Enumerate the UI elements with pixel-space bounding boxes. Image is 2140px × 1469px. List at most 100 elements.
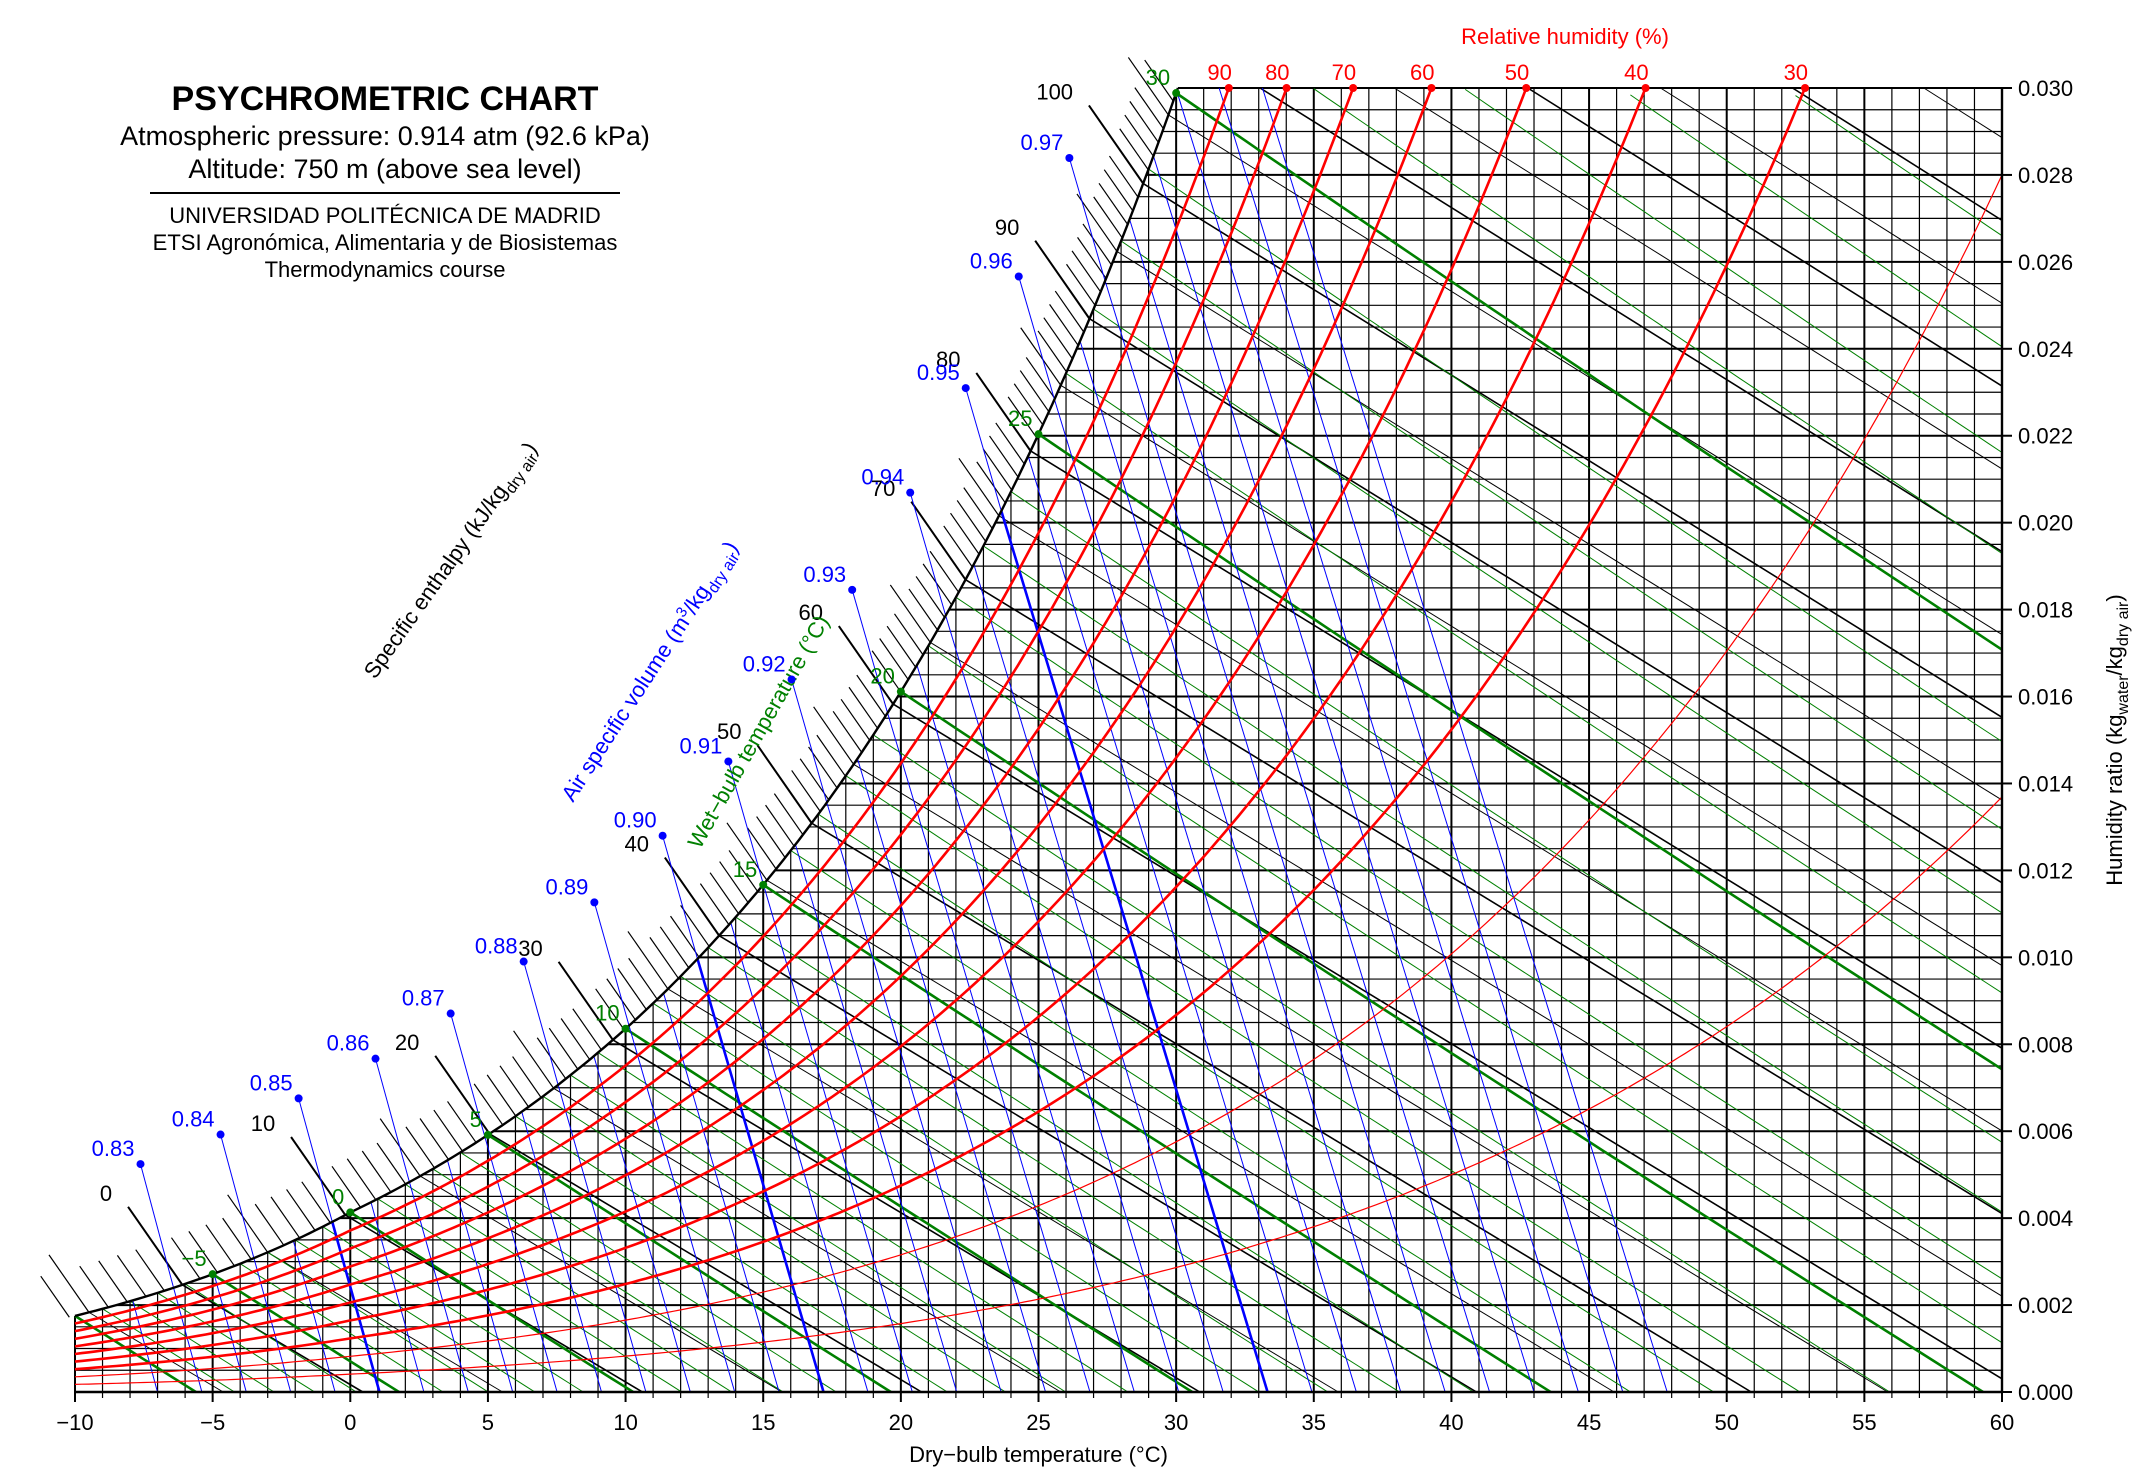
volume-marker bbox=[446, 1009, 455, 1018]
wetbulb-line bbox=[1093, 308, 2003, 914]
y-tick-label: 0.004 bbox=[2018, 1206, 2073, 1231]
volume-marker bbox=[961, 384, 970, 393]
y-tick-label: 0.002 bbox=[2018, 1293, 2073, 1318]
volume-line bbox=[521, 1111, 602, 1393]
enthalpy-tick bbox=[628, 957, 658, 1000]
volume-line bbox=[973, 564, 1224, 1393]
wetbulb-label: 25 bbox=[1008, 406, 1032, 431]
volume-leader bbox=[727, 761, 764, 885]
volume-line bbox=[1176, 91, 1579, 1393]
volume-marker bbox=[216, 1130, 225, 1139]
enthalpy-tick bbox=[958, 457, 1000, 517]
enthalpy-line bbox=[553, 1087, 1062, 1393]
volume-label: 0.88 bbox=[475, 934, 518, 959]
wetbulb-line bbox=[707, 947, 1400, 1393]
wetbulb-marker bbox=[483, 1130, 492, 1139]
volume-leader bbox=[593, 902, 630, 1026]
wetbulb-line bbox=[680, 975, 1329, 1393]
enthalpy-tick bbox=[975, 372, 1032, 452]
wetbulb-line bbox=[542, 1095, 1006, 1393]
x-tick-label: 55 bbox=[1852, 1410, 1876, 1435]
wetbulb-line bbox=[322, 1226, 584, 1393]
x-tick-label: 35 bbox=[1302, 1410, 1326, 1435]
volume-line bbox=[408, 1181, 469, 1393]
enthalpy-tick bbox=[536, 1037, 567, 1080]
volume-label: 0.92 bbox=[743, 651, 786, 676]
enthalpy-label: 0 bbox=[100, 1181, 112, 1206]
enthalpy-tick bbox=[816, 734, 846, 777]
enthalpy-tick bbox=[513, 1030, 555, 1089]
wetbulb-marker bbox=[208, 1270, 217, 1279]
wetbulb-line bbox=[239, 1263, 444, 1393]
wetbulb-line bbox=[184, 1283, 357, 1393]
rh-label: 40 bbox=[1624, 60, 1648, 85]
y-tick-label: 0.010 bbox=[2018, 945, 2073, 970]
volume-marker bbox=[519, 957, 528, 966]
x-tick-label: 20 bbox=[889, 1410, 913, 1435]
enthalpy-tick bbox=[922, 563, 953, 606]
enthalpy-label: 20 bbox=[395, 1030, 419, 1055]
y-tick-label: 0.026 bbox=[2018, 250, 2073, 275]
volume-line bbox=[1152, 155, 1535, 1393]
enthalpy-tick bbox=[1144, 59, 1174, 102]
enthalpy-tick bbox=[1076, 193, 1118, 252]
enthalpy-line bbox=[1116, 251, 2003, 801]
volume-marker bbox=[787, 675, 796, 684]
volume-leader bbox=[662, 835, 698, 960]
enthalpy-tick bbox=[1093, 196, 1123, 239]
enthalpy-line bbox=[1142, 182, 2003, 718]
enthalpy-line bbox=[1089, 318, 2003, 884]
enthalpy-tick bbox=[548, 1027, 579, 1070]
enthalpy-tick bbox=[1066, 263, 1096, 306]
volume-leader bbox=[298, 1098, 333, 1223]
rh-curve-90 bbox=[74, 87, 1231, 1325]
enthalpy-line bbox=[892, 703, 2003, 1380]
enthalpy-tick bbox=[649, 937, 679, 979]
volume-line bbox=[1027, 455, 1313, 1393]
volume-label: 0.97 bbox=[1021, 130, 1064, 155]
rh-curve-40 bbox=[74, 87, 1647, 1363]
enthalpy-tick bbox=[595, 988, 625, 1031]
enthalpy-tick bbox=[127, 1206, 184, 1286]
volume-label: 0.86 bbox=[327, 1031, 370, 1056]
enthalpy-tick bbox=[572, 1008, 602, 1051]
y-axis-title-text: Humidity ratio (kgwater/kgdry air) bbox=[2102, 594, 2132, 885]
wetbulb-line bbox=[1630, 94, 2003, 348]
enthalpy-line bbox=[612, 1039, 1201, 1393]
y-tick-label: 0.016 bbox=[2018, 685, 2073, 710]
x-tick-label: 60 bbox=[1990, 1410, 2014, 1435]
y-axis-title: Humidity ratio (kgwater/kgdry air) bbox=[2102, 594, 2132, 885]
enthalpy-tick bbox=[486, 1074, 517, 1117]
enthalpy-tick bbox=[270, 1196, 301, 1239]
volume-label: 0.96 bbox=[970, 248, 1013, 273]
enthalpy-tick bbox=[227, 1194, 269, 1253]
volume-leader bbox=[965, 387, 1002, 512]
volume-axis-title: Air specific volume (m3/kgdry air) bbox=[556, 537, 743, 806]
x-tick-label: −5 bbox=[200, 1410, 225, 1435]
enthalpy-tick bbox=[879, 638, 909, 680]
enthalpy-tick bbox=[433, 1109, 463, 1152]
volume-line bbox=[887, 712, 1091, 1393]
enthalpy-tick bbox=[773, 793, 804, 836]
enthalpy-tick bbox=[405, 1126, 435, 1169]
chart-title: PSYCHROMETRIC CHART bbox=[171, 80, 599, 118]
pressure-text: Atmospheric pressure: 0.914 atm (92.6 kP… bbox=[120, 121, 650, 151]
wetbulb-line bbox=[102, 1308, 235, 1393]
rh-label: 90 bbox=[1207, 60, 1231, 85]
wetbulb-axis-title-text: Wet−bulb temperature (°C) bbox=[683, 611, 834, 853]
enthalpy-tick bbox=[254, 1203, 285, 1246]
school-text: ETSI Agronómica, Alimentaria y de Biosis… bbox=[152, 230, 618, 255]
enthalpy-tick bbox=[1019, 370, 1050, 413]
volume-line bbox=[1104, 280, 1446, 1393]
enthalpy-tick bbox=[48, 1254, 90, 1313]
wetbulb-line bbox=[1010, 491, 2003, 1143]
volume-label: 0.93 bbox=[803, 562, 846, 587]
enthalpy-tick bbox=[617, 968, 647, 1010]
course-text: Thermodynamics course bbox=[264, 257, 506, 282]
volume-label: 0.94 bbox=[861, 465, 904, 490]
enthalpy-line bbox=[667, 988, 1339, 1393]
enthalpy-line bbox=[1923, 87, 2003, 138]
enthalpy-tick bbox=[943, 525, 973, 568]
rh-marker bbox=[1801, 84, 1810, 92]
volume-label: 0.84 bbox=[172, 1107, 215, 1132]
